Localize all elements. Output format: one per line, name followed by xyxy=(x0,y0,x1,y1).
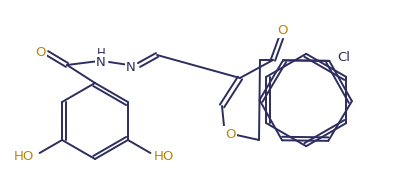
Text: N: N xyxy=(126,61,136,74)
Text: N: N xyxy=(96,55,106,68)
Text: O: O xyxy=(277,24,287,36)
Text: Cl: Cl xyxy=(337,51,350,64)
Text: O: O xyxy=(225,128,235,141)
Text: HO: HO xyxy=(13,150,34,162)
Text: HO: HO xyxy=(154,150,175,162)
Text: O: O xyxy=(35,45,45,58)
Text: H: H xyxy=(97,46,106,60)
